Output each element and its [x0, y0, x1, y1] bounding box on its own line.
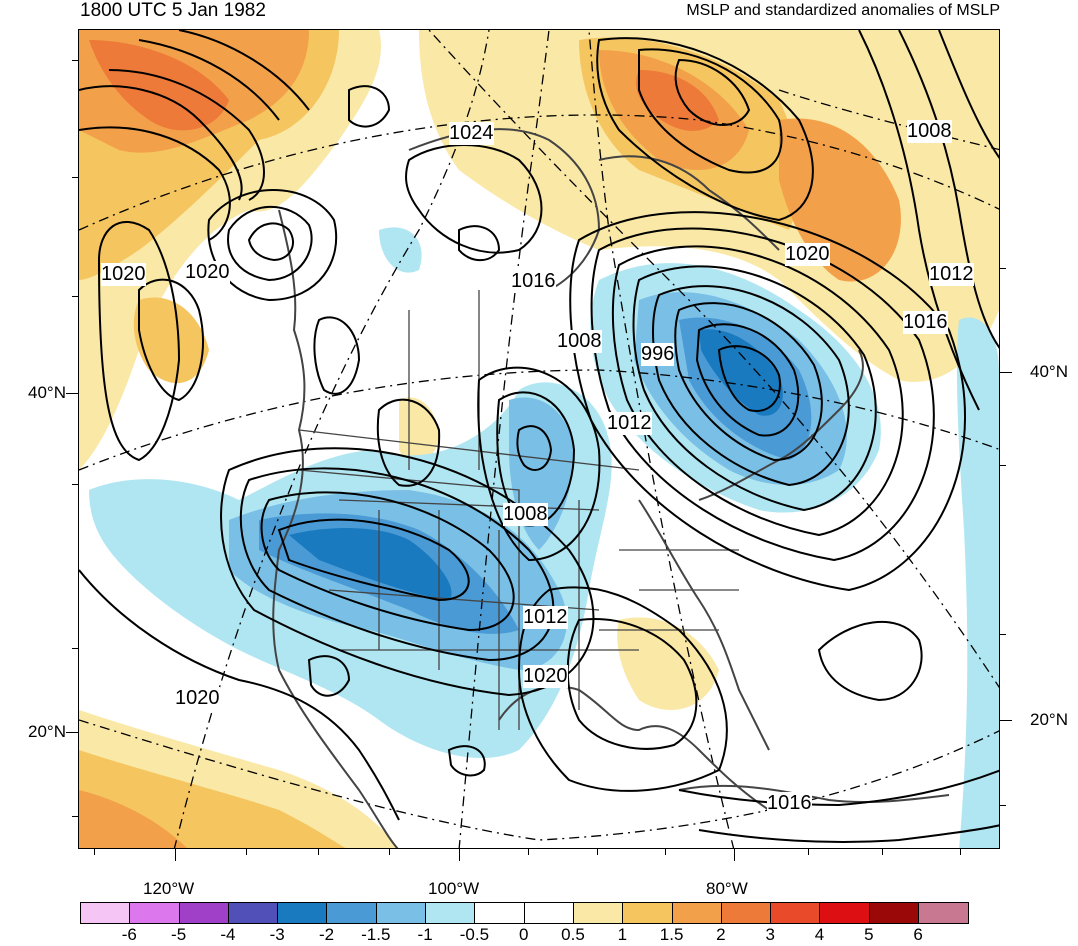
colorbar-swatch	[869, 903, 920, 923]
colorbar-swatch	[179, 903, 229, 923]
colorbar-swatch	[376, 903, 427, 923]
colorbar-swatch	[820, 903, 870, 923]
colorbar-swatch	[573, 903, 624, 923]
contour-label: 1008	[557, 330, 602, 353]
axis-tick	[72, 484, 78, 485]
colorbar-swatch	[130, 903, 180, 923]
colorbar	[80, 902, 970, 924]
colorbar-label: 6	[913, 925, 923, 944]
axis-tick	[72, 816, 78, 817]
lat-label-40n-left: 40°N	[28, 383, 66, 402]
colorbar-swatch	[228, 903, 279, 923]
contour-label: 1008	[907, 120, 952, 143]
map-canvas	[79, 30, 999, 848]
colorbar-label: -5	[171, 925, 187, 944]
axis-tick	[1000, 372, 1012, 373]
axis-tick	[1000, 634, 1006, 635]
axis-tick	[66, 732, 78, 733]
colorbar-swatch	[81, 903, 131, 923]
colorbar-swatch	[721, 903, 772, 923]
axis-tick	[734, 849, 735, 861]
axis-tick	[882, 849, 883, 855]
colorbar-label: 0.5	[561, 925, 585, 944]
axis-tick	[597, 849, 598, 855]
axis-tick	[66, 393, 78, 394]
contour-label: 1016	[767, 792, 812, 815]
axis-tick	[1000, 805, 1006, 806]
contour-label: 1020	[185, 261, 230, 284]
colorbar-label: -2	[318, 925, 335, 944]
colorbar-swatch	[524, 903, 574, 923]
colorbar-label: 0	[518, 925, 529, 944]
colorbar-swatch	[327, 903, 377, 923]
contour-label: 1020	[175, 687, 220, 710]
axis-tick	[72, 177, 78, 178]
colorbar-swatch	[475, 903, 525, 923]
axis-tick	[246, 849, 247, 855]
colorbar-label: 1	[617, 925, 628, 944]
colorbar-swatch	[278, 903, 328, 923]
axis-tick	[94, 849, 95, 855]
colorbar-label: 1.5	[659, 925, 684, 944]
axis-tick	[72, 648, 78, 649]
lon-label-100w: 100°W	[428, 879, 480, 898]
contour-label: 1012	[607, 412, 652, 435]
axis-tick	[318, 849, 319, 855]
colorbar-label: 4	[814, 925, 825, 944]
map-title: 1800 UTC 5 Jan 1982	[80, 0, 266, 21]
contour-label: 1020	[785, 243, 830, 266]
axis-tick	[72, 296, 78, 297]
lat-label-20n-right: 20°N	[1030, 710, 1068, 729]
axis-tick	[459, 849, 460, 861]
contour-label: 1020	[101, 263, 146, 286]
axis-tick	[1000, 465, 1006, 466]
colorbar-label: 3	[765, 925, 775, 944]
colorbar-label: -4	[220, 925, 236, 944]
colorbar-label: 2	[716, 925, 726, 944]
axis-tick	[808, 849, 809, 855]
colorbar-swatch	[623, 903, 673, 923]
colorbar-label: -6	[121, 925, 137, 944]
lat-label-20n-left: 20°N	[28, 722, 66, 741]
contour-label: 1008	[503, 503, 548, 526]
axis-tick	[175, 849, 176, 861]
colorbar-label: -1	[417, 925, 433, 944]
colorbar-label: -3	[269, 925, 285, 944]
colorbar-swatch	[919, 903, 969, 923]
lat-label-40n-right: 40°N	[1030, 362, 1068, 381]
axis-tick	[72, 60, 78, 61]
colorbar-label: -0.5	[459, 925, 490, 944]
contour-label: 1016	[903, 311, 948, 334]
axis-tick	[960, 849, 961, 855]
axis-tick	[528, 849, 529, 855]
negative-anomaly-shading	[89, 227, 999, 848]
colorbar-label: -1.5	[361, 925, 391, 944]
colorbar-label: 5	[864, 925, 874, 944]
positive-anomaly-shading	[79, 30, 999, 848]
map-frame: 1024 1008 1020 1020 1012 1016 1016 1008 …	[78, 29, 1000, 849]
lon-label-120w: 120°W	[143, 879, 195, 898]
map-subtitle: MSLP and standardized anomalies of MSLP	[686, 2, 1000, 19]
axis-tick	[1000, 720, 1012, 721]
contour-label: 1012	[523, 606, 568, 629]
contour-label: 1024	[449, 122, 494, 145]
contour-label: 1012	[929, 263, 974, 286]
colorbar-swatch	[672, 903, 722, 923]
contour-label: 996	[641, 343, 675, 366]
contour-label: 1016	[511, 270, 556, 293]
axis-tick	[1000, 268, 1006, 269]
colorbar-swatch	[426, 903, 476, 923]
lon-label-80w: 80°W	[706, 879, 748, 898]
contour-label: 1020	[523, 665, 568, 688]
isobars	[79, 30, 999, 843]
axis-tick	[389, 849, 390, 855]
axis-tick	[665, 849, 666, 855]
colorbar-swatch	[771, 903, 821, 923]
